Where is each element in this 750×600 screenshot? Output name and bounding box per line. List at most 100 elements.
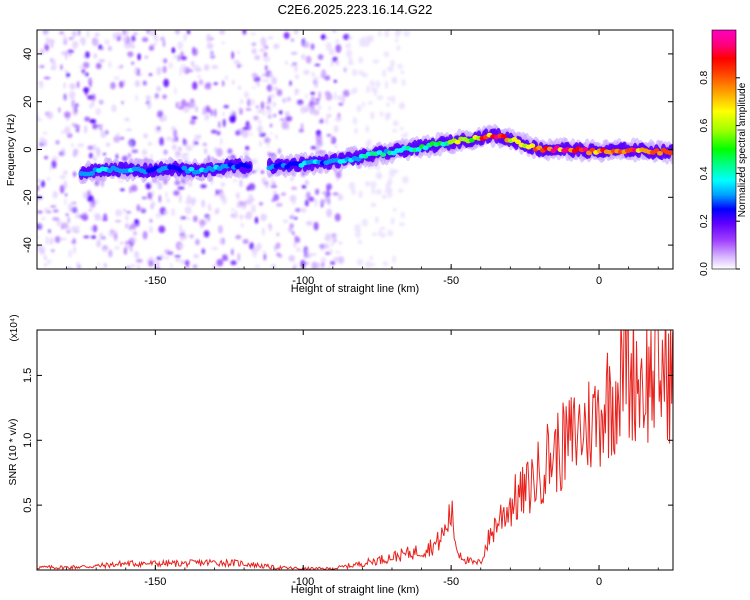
noise-blob (255, 243, 262, 251)
noise-blob (277, 148, 281, 155)
noise-blob (385, 111, 391, 119)
noise-blob (201, 199, 205, 208)
noise-blob (310, 253, 317, 256)
noise-blob (365, 260, 372, 269)
noise-blob (384, 80, 389, 89)
noise-blob (251, 158, 258, 165)
noise-blob (211, 65, 219, 69)
noise-blob (387, 66, 394, 73)
noise-blob (97, 263, 101, 266)
noise-blob (378, 229, 382, 236)
noise-blob (30, 182, 35, 185)
noise-blob (379, 226, 386, 231)
noise-blob (113, 135, 121, 143)
noise-blob (194, 134, 201, 141)
noise-blob (72, 171, 77, 178)
noise-blob (71, 143, 74, 147)
noise-blob (388, 168, 396, 178)
noise-blob (121, 100, 124, 105)
noise-blob (254, 77, 261, 81)
noise-blob (286, 96, 292, 102)
noise-blob (95, 62, 102, 70)
noise-blob (254, 264, 261, 268)
noise-blob (334, 144, 338, 148)
noise-blob (159, 136, 164, 146)
colorbar-tick-label: 0.4 (699, 166, 710, 180)
noise-blob (292, 231, 295, 235)
noise-blob (303, 246, 309, 255)
noise-blob (232, 213, 239, 219)
noise-blob (40, 180, 45, 188)
noise-blob (251, 250, 255, 254)
noise-blob (44, 254, 47, 261)
noise-blob (111, 104, 117, 113)
noise-blob (333, 91, 337, 101)
noise-blob (45, 44, 49, 49)
noise-blob (171, 208, 176, 217)
noise-blob (320, 199, 326, 205)
noise-blob (114, 245, 120, 250)
noise-blob (370, 181, 377, 188)
noise-blob (149, 43, 157, 47)
noise-blob (137, 264, 140, 269)
noise-blob (168, 62, 174, 69)
noise-blob (324, 75, 331, 81)
colorbar-tick-label: 0.0 (699, 262, 710, 276)
noise-blob (141, 196, 147, 200)
noise-blob (112, 32, 117, 40)
noise-blob (335, 38, 340, 44)
noise-blob (202, 112, 207, 115)
noise-blob (98, 59, 106, 63)
noise-blob (233, 179, 237, 182)
noise-blob (294, 208, 301, 213)
track-core (582, 146, 589, 152)
noise-blob (206, 33, 212, 43)
noise-blob (202, 142, 208, 147)
noise-blob (171, 47, 176, 54)
noise-blob (33, 209, 36, 218)
noise-blob (292, 262, 298, 269)
noise-blob (310, 43, 315, 50)
noise-blob (92, 144, 97, 151)
noise-blob (313, 102, 320, 105)
noise-blob (285, 60, 288, 65)
noise-blob (361, 101, 366, 108)
noise-blob (240, 214, 243, 220)
noise-blob (179, 194, 182, 203)
noise-blob (275, 203, 283, 207)
noise-blob (289, 80, 292, 87)
noise-blob (235, 234, 242, 240)
noise-blob (37, 198, 40, 205)
noise-blob (142, 230, 148, 240)
noise-blob (335, 178, 339, 182)
noise-blob (206, 86, 212, 90)
noise-blob (215, 189, 219, 195)
noise-blob (177, 41, 184, 50)
noise-blob (151, 201, 156, 207)
noise-blob (273, 113, 277, 118)
noise-blob (64, 198, 67, 206)
noise-blob (205, 107, 211, 113)
noise-blob (270, 185, 278, 188)
noise-blob (88, 209, 93, 212)
noise-blob (288, 226, 294, 233)
noise-blob (156, 126, 161, 131)
noise-blob (155, 212, 162, 218)
noise-blob (50, 205, 57, 208)
noise-blob (305, 55, 312, 64)
noise-blob (68, 90, 76, 100)
noise-blob (290, 51, 298, 55)
noise-blob (194, 141, 199, 145)
noise-blob (269, 123, 273, 128)
track-core (188, 166, 195, 172)
noise-blob (45, 235, 49, 245)
noise-blob (71, 30, 77, 38)
noise-blob (396, 45, 401, 51)
noise-blob (134, 219, 139, 225)
noise-blob (257, 165, 260, 172)
noise-blob (147, 30, 155, 36)
noise-blob (204, 115, 208, 121)
noise-blob (189, 119, 196, 125)
noise-blob (64, 111, 71, 119)
noise-blob (70, 241, 74, 244)
